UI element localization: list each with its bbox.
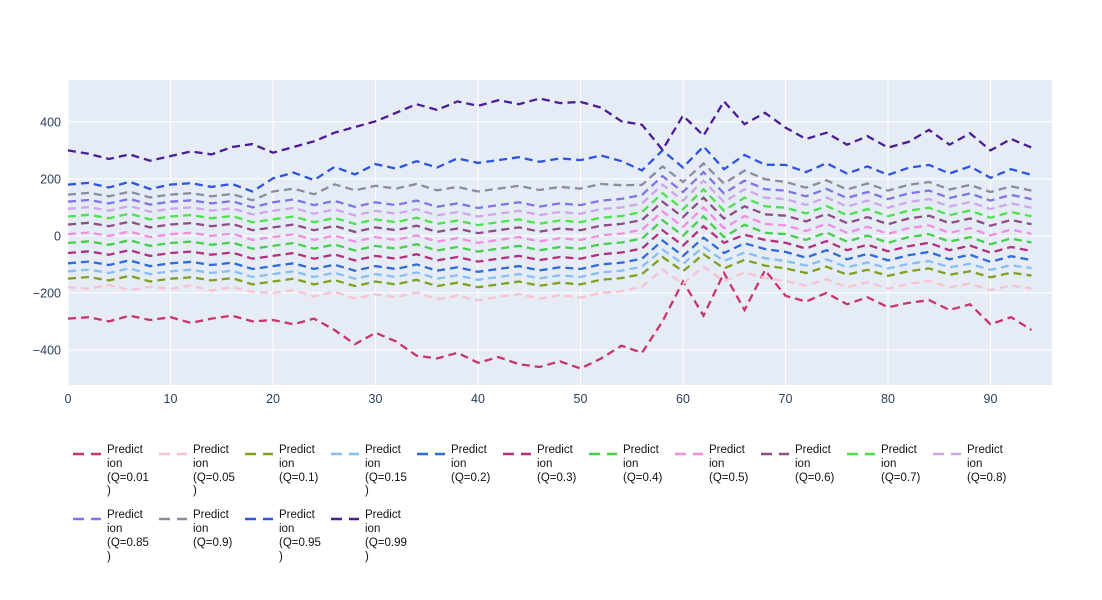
legend-item-q0-5[interactable]: Predict ion (Q=0.5) (674, 444, 760, 499)
x-tick-label: 50 (574, 392, 588, 406)
legend-dash-swatch (73, 517, 101, 521)
legend-label: Predict ion (Q=0.6) (795, 444, 835, 484)
series-line-q0-05[interactable] (67, 265, 1032, 302)
legend-item-q0-8[interactable]: Predict ion (Q=0.8) (932, 444, 1018, 499)
x-tick-label: 0 (65, 392, 72, 406)
legend-dash-swatch (245, 517, 273, 521)
legend-label: Predict ion (Q=0.3) (537, 444, 577, 484)
series-line-q0-15[interactable] (67, 245, 1032, 281)
legend-item-q0-7[interactable]: Predict ion (Q=0.7) (846, 444, 932, 499)
legend-label: Predict ion (Q=0.05 ) (193, 444, 235, 498)
legend-dash-swatch (159, 517, 187, 521)
x-tick-label: 90 (984, 392, 998, 406)
x-tick-label: 60 (676, 392, 690, 406)
legend-item-q0-1[interactable]: Predict ion (Q=0.1) (244, 444, 330, 499)
series-line-q0-8[interactable] (67, 178, 1032, 218)
legend-label: Predict ion (Q=0.99 ) (365, 509, 407, 563)
series-line-q0-7[interactable] (67, 187, 1032, 227)
series-line-q0-01[interactable] (67, 267, 1033, 370)
plot-canvas: −400 −200 0 200 400 0 10 20 30 40 50 60 70 80 90 (33, 80, 1052, 406)
x-tick-label: 10 (164, 392, 178, 406)
legend-item-q0-15[interactable]: Predict ion (Q=0.15 ) (330, 444, 416, 499)
series-line-q0-2[interactable] (67, 236, 1032, 273)
series-line-q0-6[interactable] (67, 196, 1032, 235)
series-line-q0-99[interactable] (67, 97, 1032, 162)
legend-dash-swatch (933, 452, 961, 456)
series-line-q0-1[interactable] (67, 252, 1032, 289)
legend-label: Predict ion (Q=0.9) (193, 509, 233, 549)
legend-label: Predict ion (Q=0.4) (623, 444, 663, 484)
series-line-q0-3[interactable] (67, 224, 1032, 263)
legend-item-q0-01[interactable]: Predict ion (Q=0.01 ) (72, 444, 158, 499)
legend-label: Predict ion (Q=0.5) (709, 444, 749, 484)
legend-dash-swatch (245, 452, 273, 456)
legend-dash-swatch (761, 452, 789, 456)
y-tick-label: 400 (40, 115, 61, 129)
chart-legend: Predict ion (Q=0.01 ) Predict ion (Q=0.05… (72, 444, 1024, 564)
legend-item-q0-2[interactable]: Predict ion (Q=0.2) (416, 444, 502, 499)
series-line-q0-9[interactable] (67, 161, 1032, 202)
legend-label: Predict ion (Q=0.85 ) (107, 509, 149, 563)
series-line-q0-4[interactable] (67, 214, 1032, 253)
legend-dash-swatch (675, 452, 703, 456)
legend-dash-swatch (159, 452, 187, 456)
legend-item-q0-6[interactable]: Predict ion (Q=0.6) (760, 444, 846, 499)
legend-label: Predict ion (Q=0.15 ) (365, 444, 407, 498)
series-line-q0-85[interactable] (67, 170, 1032, 210)
legend-item-q0-99[interactable]: Predict ion (Q=0.99 ) (330, 509, 416, 564)
legend-label: Predict ion (Q=0.95 ) (279, 509, 321, 563)
legend-item-q0-85[interactable]: Predict ion (Q=0.85 ) (72, 509, 158, 564)
legend-dash-swatch (847, 452, 875, 456)
legend-item-q0-3[interactable]: Predict ion (Q=0.3) (502, 444, 588, 499)
y-tick-label: 200 (40, 172, 61, 186)
y-tick-label: −400 (33, 343, 61, 357)
legend-label: Predict ion (Q=0.01 ) (107, 444, 149, 498)
legend-item-q0-05[interactable]: Predict ion (Q=0.05 ) (158, 444, 244, 499)
legend-item-q0-4[interactable]: Predict ion (Q=0.4) (588, 444, 674, 499)
legend-dash-swatch (73, 452, 101, 456)
legend-dash-swatch (503, 452, 531, 456)
legend-label: Predict ion (Q=0.7) (881, 444, 921, 484)
legend-dash-swatch (331, 452, 359, 456)
x-tick-label: 70 (779, 392, 793, 406)
x-tick-label: 80 (881, 392, 895, 406)
legend-item-q0-95[interactable]: Predict ion (Q=0.95 ) (244, 509, 330, 564)
legend-dash-swatch (331, 517, 359, 521)
x-tick-label: 20 (266, 392, 280, 406)
y-tick-label: −200 (33, 286, 61, 300)
legend-label: Predict ion (Q=0.1) (279, 444, 319, 484)
legend-item-q0-9[interactable]: Predict ion (Q=0.9) (158, 509, 244, 564)
legend-dash-swatch (589, 452, 617, 456)
x-tick-label: 40 (471, 392, 485, 406)
series-line-q0-95[interactable] (67, 144, 1032, 193)
legend-label: Predict ion (Q=0.8) (967, 444, 1007, 484)
legend-dash-swatch (417, 452, 445, 456)
y-tick-label: 0 (54, 229, 61, 243)
x-tick-label: 30 (369, 392, 383, 406)
legend-label: Predict ion (Q=0.2) (451, 444, 491, 484)
plot-area[interactable] (68, 80, 1052, 385)
series-line-q0-5[interactable] (67, 205, 1032, 244)
